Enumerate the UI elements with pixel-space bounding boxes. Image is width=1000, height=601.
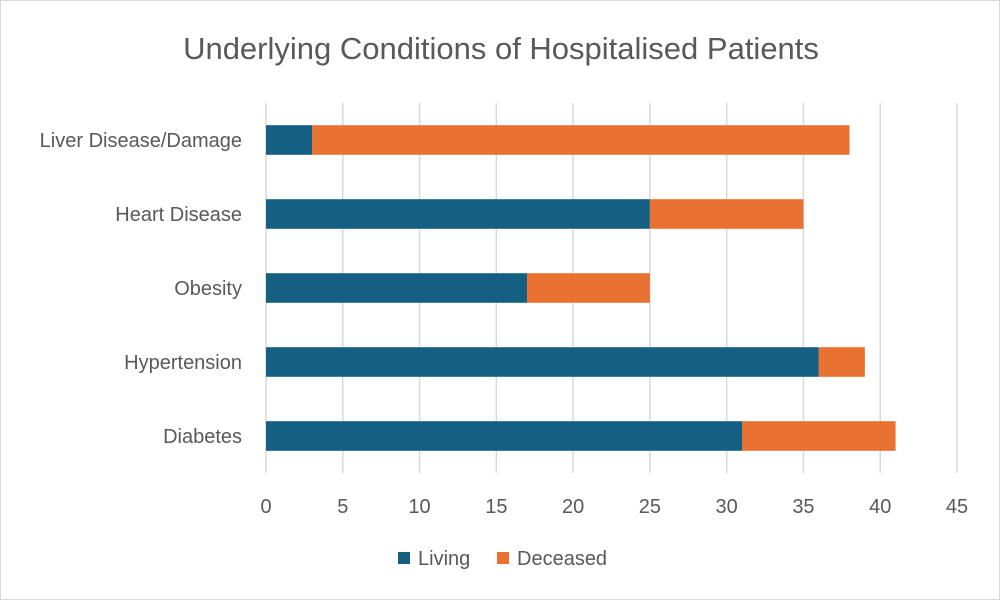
- bar-deceased-2: [527, 273, 650, 303]
- chart-title: Underlying Conditions of Hospitalised Pa…: [183, 31, 819, 66]
- bar-deceased-3: [818, 347, 865, 377]
- bar-living-4: [266, 421, 743, 451]
- x-tick-label: 0: [260, 496, 271, 518]
- legend-swatch-living: [398, 552, 410, 564]
- x-tick-label: 5: [337, 496, 348, 518]
- x-tick-label: 35: [792, 496, 814, 518]
- x-tick-label: 30: [716, 496, 738, 518]
- bars: [266, 125, 896, 451]
- bar-deceased-0: [312, 125, 850, 155]
- legend-label-deceased: Deceased: [517, 548, 607, 570]
- category-label: Hypertension: [124, 352, 242, 374]
- x-tick-label: 15: [485, 496, 507, 518]
- legend-label-living: Living: [418, 548, 470, 570]
- bar-deceased-4: [742, 421, 896, 451]
- bar-living-0: [266, 125, 313, 155]
- bar-living-3: [266, 347, 819, 377]
- x-tick-label: 10: [408, 496, 430, 518]
- x-tick-label: 25: [639, 496, 661, 518]
- x-tick-label: 40: [869, 496, 891, 518]
- bar-living-2: [266, 273, 528, 303]
- category-label: Liver Disease/Damage: [40, 130, 242, 152]
- bar-living-1: [266, 199, 650, 229]
- legend: Living Deceased: [398, 548, 607, 570]
- bar-deceased-1: [649, 199, 804, 229]
- category-labels: Liver Disease/Damage Heart Disease Obesity…: [40, 130, 242, 448]
- category-label: Obesity: [174, 278, 242, 300]
- x-tick-label: 45: [946, 496, 968, 518]
- x-tick-label: 20: [562, 496, 584, 518]
- category-label: Diabetes: [163, 426, 242, 448]
- legend-swatch-deceased: [497, 552, 509, 564]
- x-axis-ticks: 0 5 10 15 20 25 30 35 40 45: [260, 496, 968, 518]
- category-label: Heart Disease: [115, 204, 242, 226]
